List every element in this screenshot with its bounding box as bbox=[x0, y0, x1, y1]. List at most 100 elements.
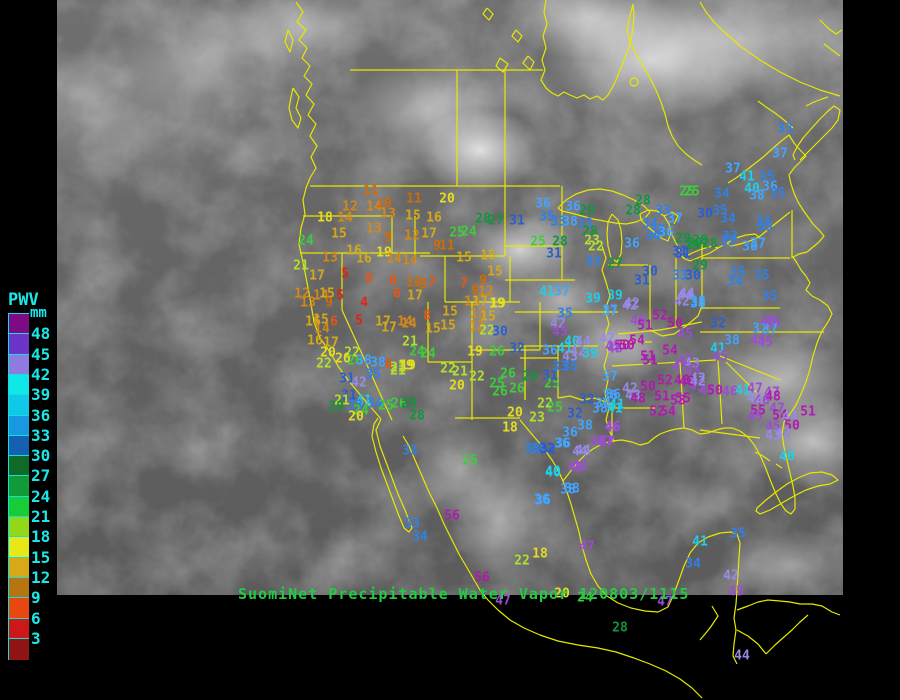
station-value: 27 bbox=[488, 213, 504, 229]
station-value: 19 bbox=[398, 358, 414, 374]
station-value: 32 bbox=[567, 406, 583, 422]
station-value: 32 bbox=[539, 441, 555, 457]
station-value: 12 bbox=[342, 199, 358, 215]
station-value: 47 bbox=[495, 593, 511, 609]
station-value: 19 bbox=[376, 245, 392, 261]
station-value: 20 bbox=[554, 586, 570, 602]
station-value: 13 bbox=[300, 295, 316, 311]
station-value: 46 bbox=[754, 393, 770, 409]
station-value: 44 bbox=[734, 648, 750, 664]
station-value: 36 bbox=[562, 425, 578, 441]
station-value: 47 bbox=[597, 434, 613, 450]
station-value: 36 bbox=[658, 225, 674, 241]
station-value: 48 bbox=[630, 391, 646, 407]
station-value: 31 bbox=[672, 244, 688, 260]
station-value: 24 bbox=[409, 344, 425, 360]
station-value: 33 bbox=[404, 516, 420, 532]
station-value: 26 bbox=[492, 384, 508, 400]
legend-tick-label: 36 bbox=[31, 405, 51, 425]
station-value: 8 bbox=[365, 271, 373, 287]
station-value: 45 bbox=[572, 459, 588, 475]
station-value: 34 bbox=[412, 529, 428, 545]
station-value: 15 bbox=[480, 309, 496, 325]
station-value: 25 bbox=[530, 234, 546, 250]
station-value: 45 bbox=[728, 584, 744, 600]
legend-tick-label: 27 bbox=[31, 466, 51, 486]
station-value: 34 bbox=[720, 211, 736, 227]
station-value: 22 bbox=[344, 345, 360, 361]
station-value: 44 bbox=[679, 286, 695, 302]
station-value: 14 bbox=[314, 321, 330, 337]
station-value: 28 bbox=[692, 233, 708, 249]
station-value: 25 bbox=[378, 398, 394, 414]
station-value: 51 bbox=[640, 349, 656, 365]
station-value: 16 bbox=[356, 251, 372, 267]
station-value: 52 bbox=[652, 308, 668, 324]
station-value: 23 bbox=[584, 233, 600, 249]
station-value: 37 bbox=[554, 284, 570, 300]
station-value: 39 bbox=[582, 346, 598, 362]
station-value: 36 bbox=[602, 388, 618, 404]
legend-tick-label: 42 bbox=[31, 364, 51, 384]
station-value: 7 bbox=[428, 275, 436, 291]
station-value: 45 bbox=[685, 363, 701, 379]
station-value: 34 bbox=[642, 216, 658, 232]
station-value: 37 bbox=[602, 303, 618, 319]
station-value: 25 bbox=[547, 400, 563, 416]
station-value: 17 bbox=[407, 288, 423, 304]
product-title: SuomiNet Precipitable Water Vapor 120803… bbox=[238, 585, 690, 603]
station-value: 38 bbox=[356, 353, 372, 369]
station-value: 45 bbox=[712, 349, 728, 365]
station-value: 42 bbox=[674, 294, 690, 310]
station-value: 35 bbox=[730, 526, 746, 542]
station-value: 29 bbox=[401, 396, 417, 412]
station-value: 52 bbox=[649, 404, 665, 420]
station-value: 51 bbox=[637, 318, 653, 334]
station-value: 15 bbox=[442, 304, 458, 320]
station-value: 35 bbox=[770, 186, 786, 202]
station-value: 41 bbox=[539, 284, 555, 300]
station-value: 41 bbox=[710, 341, 726, 357]
station-value: 25 bbox=[684, 184, 700, 200]
station-value: 13 bbox=[464, 294, 480, 310]
station-value: 18 bbox=[532, 546, 548, 562]
station-value: 6 bbox=[393, 286, 401, 302]
station-value: 35 bbox=[650, 223, 666, 239]
station-value: 16 bbox=[305, 314, 321, 330]
station-value: 42 bbox=[599, 331, 615, 347]
station-value: 28 bbox=[582, 224, 598, 240]
station-value: 18 bbox=[317, 210, 333, 226]
legend-swatch bbox=[8, 394, 29, 417]
station-value: 5 bbox=[336, 288, 344, 304]
station-value: 28 bbox=[522, 369, 538, 385]
station-value: 38 bbox=[577, 418, 593, 434]
station-value: 33 bbox=[655, 203, 671, 219]
station-value: 15 bbox=[440, 318, 456, 334]
station-value: 36 bbox=[535, 493, 551, 509]
station-value: 50 bbox=[707, 383, 723, 399]
station-value: 50 bbox=[640, 379, 656, 395]
station-value: 20 bbox=[507, 405, 523, 421]
legend-tick-label: 24 bbox=[31, 486, 51, 506]
station-value: 9 bbox=[471, 283, 479, 299]
station-value: 27 bbox=[607, 256, 623, 272]
station-value: 16 bbox=[307, 333, 323, 349]
station-value: 36 bbox=[555, 436, 571, 452]
station-value: 40 bbox=[564, 334, 580, 350]
station-value: 8 bbox=[423, 308, 431, 324]
station-value: 19 bbox=[490, 296, 506, 312]
station-value: 11 bbox=[406, 191, 422, 207]
station-value: 12 bbox=[404, 228, 420, 244]
legend-swatch bbox=[8, 516, 29, 538]
station-value: 22 bbox=[469, 369, 485, 385]
station-value: 33 bbox=[524, 441, 540, 457]
station-value: 56 bbox=[474, 570, 490, 586]
station-value: 15 bbox=[319, 286, 335, 302]
legend-swatch bbox=[8, 576, 29, 599]
station-value: 8 bbox=[389, 273, 397, 289]
station-value: 29 bbox=[579, 203, 595, 219]
legend-tick-label: 12 bbox=[31, 567, 51, 587]
station-value: 33 bbox=[552, 359, 568, 375]
station-value: 15 bbox=[487, 264, 503, 280]
